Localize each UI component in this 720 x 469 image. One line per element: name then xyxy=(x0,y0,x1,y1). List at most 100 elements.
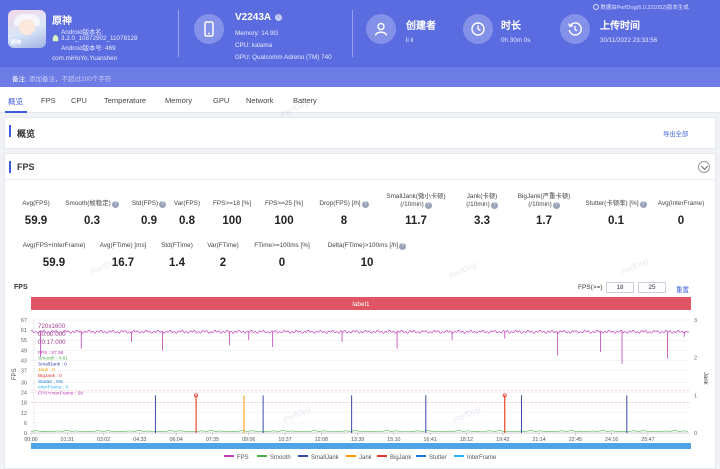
y-tick-label: 18 xyxy=(21,401,27,407)
legend-bigjank[interactable]: BigJank xyxy=(377,455,411,461)
label-banner-text: label1 xyxy=(352,301,370,308)
stat-label: FTime>=100ms [%] xyxy=(254,242,310,249)
help-icon[interactable]: ? xyxy=(361,201,369,208)
help-icon[interactable]: ? xyxy=(159,201,167,208)
upload-value: 30/11/2022 23:33:56 xyxy=(600,37,658,44)
x-tick-label: 19:43 xyxy=(496,437,509,443)
x-tick-label: 18:12 xyxy=(460,437,473,443)
user-icon xyxy=(366,14,396,44)
tab-fps[interactable]: FPS xyxy=(41,96,56,105)
x-tick-label: 00:00 xyxy=(24,437,37,443)
legend-stutter[interactable]: Stutter xyxy=(416,455,447,461)
help-icon[interactable]: ? xyxy=(111,201,119,208)
active-tab-indicator xyxy=(5,111,27,113)
version-name: 3.2.0_10872902_11078128 xyxy=(61,35,138,42)
device-info-icon[interactable]: i xyxy=(274,13,282,21)
y-tick-label: 37 xyxy=(21,369,27,375)
stat-value: 0 xyxy=(677,215,685,227)
x-tick-label: 04:33 xyxy=(133,437,146,443)
x-tick-label: 10:37 xyxy=(278,437,291,443)
stat-label: Drop(FPS) [/h]? xyxy=(312,200,376,208)
y2-tick-label: 1 xyxy=(694,393,697,399)
y2-tick-label: 2 xyxy=(694,356,697,362)
export-all-button[interactable]: 导出全部 xyxy=(663,131,689,138)
tab-overview[interactable]: 概览 xyxy=(8,97,23,106)
stat-value: 3.3 xyxy=(474,215,490,227)
upload-note-text: 数据由PerfDog(6.0.221052)版本生成 xyxy=(600,5,689,11)
fps-card: FPS xyxy=(4,153,716,469)
x-tick-label: 24:16 xyxy=(605,437,618,443)
help-icon[interactable]: ? xyxy=(490,202,498,209)
tooltip-line: 00:17:000 xyxy=(38,339,66,346)
app-name: 原神 xyxy=(52,16,72,27)
tooltip-line: Smooth : 4.81 xyxy=(38,356,68,362)
help-icon[interactable]: ? xyxy=(399,243,407,250)
stat-value: 100 xyxy=(222,215,242,227)
stat-value: 8 xyxy=(340,215,348,227)
stat-value: 0.3 xyxy=(84,215,100,227)
stat-value: 11.7 xyxy=(405,215,427,227)
x-tick-label: 03:02 xyxy=(97,437,110,443)
y2-axis-title: Jank xyxy=(702,372,708,386)
y-tick-label: 61 xyxy=(21,328,27,334)
bigjank-marker xyxy=(194,393,199,398)
legend-smalljank[interactable]: SmallJank xyxy=(298,455,339,461)
stat-value: 59.9 xyxy=(24,215,48,227)
x-tick-label: 15:10 xyxy=(387,437,400,443)
legend-interframe[interactable]: InterFrame xyxy=(454,455,496,461)
stat-value: 0.1 xyxy=(608,215,624,227)
collapse-chevron-icon[interactable] xyxy=(698,161,710,173)
legend-jank[interactable]: Jank xyxy=(346,455,372,461)
tooltip-line: SmallJank : 0 xyxy=(38,361,67,367)
tab-battery[interactable]: Battery xyxy=(293,96,317,105)
stat-label: Avg(FTime) [ms] xyxy=(99,242,147,249)
stat-value: 10 xyxy=(360,257,374,269)
stat-label: Std(FTime) xyxy=(161,242,193,249)
stat-value: 1.4 xyxy=(169,257,185,269)
help-icon[interactable]: ? xyxy=(639,201,647,208)
remark-input[interactable]: 添加备注，不超过200个字符 xyxy=(29,76,112,83)
threshold-input-1[interactable]: 18 xyxy=(606,282,634,293)
remark-label: 备注: xyxy=(12,76,27,83)
y-tick-label: 6 xyxy=(24,421,27,427)
overview-card: 概览 导出全部 xyxy=(4,117,716,149)
duration-value: 0h 30m 0s xyxy=(501,37,531,44)
stat-value: 59.9 xyxy=(42,257,66,269)
x-tick-label: 22:45 xyxy=(569,437,582,443)
tab-memory[interactable]: Memory xyxy=(165,96,193,105)
y2-tick-label: 0 xyxy=(694,431,697,437)
stat-label: Var(FPS) xyxy=(173,200,201,207)
tab-gpu[interactable]: GPU xyxy=(213,96,230,105)
creator-label: 创建者 xyxy=(406,21,436,32)
stat-label: Var(FTime) xyxy=(207,242,239,249)
tab-temperature[interactable]: Temperature xyxy=(104,96,147,105)
y-tick-label: 0 xyxy=(24,431,27,437)
info-icon xyxy=(593,4,599,10)
phone-icon xyxy=(194,14,224,44)
stat-label: Avg(FPS+InterFrame) xyxy=(22,242,86,249)
stat-label: Jank(卡顿) (/10min)? xyxy=(466,193,498,209)
y-tick-label: 67 xyxy=(21,318,27,324)
x-tick-label: 06:04 xyxy=(170,437,183,443)
help-icon[interactable]: ? xyxy=(424,202,432,209)
stat-value: 0.9 xyxy=(141,215,157,227)
header-divider xyxy=(352,10,353,57)
legend-fps[interactable]: FPS xyxy=(224,455,249,461)
tooltip-line: Jank : 0 xyxy=(38,367,55,373)
android-version-label: Android版本名: xyxy=(61,29,104,36)
stat-value: 2 xyxy=(219,257,227,269)
threshold-input-2[interactable]: 25 xyxy=(638,282,666,293)
duration-label: 时长 xyxy=(501,21,521,32)
x-tick-label: 12:08 xyxy=(315,437,328,443)
legend-smooth[interactable]: Smooth xyxy=(257,455,291,461)
upload-label: 上传时间 xyxy=(600,21,640,32)
help-icon[interactable]: ? xyxy=(552,202,560,209)
threshold-label: FPS(>=) xyxy=(578,284,603,291)
tab-cpu[interactable]: CPU xyxy=(71,96,87,105)
stat-value: 1.7 xyxy=(536,215,552,227)
tab-network[interactable]: Network xyxy=(246,96,274,105)
y-tick-label: 55 xyxy=(21,338,27,344)
tooltip-line: InterFrame : 0 xyxy=(38,385,68,391)
reset-button[interactable]: 重置 xyxy=(676,287,689,294)
